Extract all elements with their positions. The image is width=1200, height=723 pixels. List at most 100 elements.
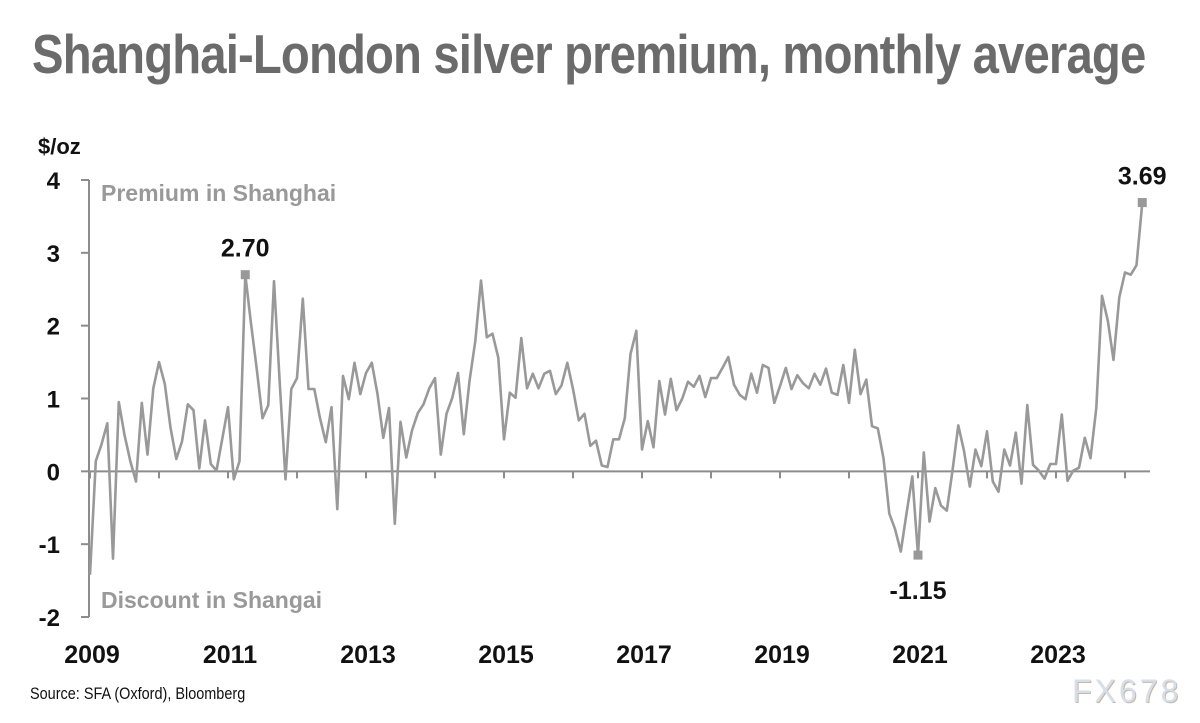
- data-point: [1089, 457, 1091, 459]
- data-point: [785, 367, 787, 369]
- data-point: [261, 417, 263, 419]
- data-point: [1130, 273, 1132, 275]
- data-point: [595, 440, 597, 442]
- data-point: [790, 388, 792, 390]
- data-point: [146, 453, 148, 455]
- data-point: [503, 438, 505, 440]
- data-point: [997, 491, 999, 493]
- data-point: [756, 391, 758, 393]
- data-point: [1072, 469, 1074, 471]
- data-point: [739, 394, 741, 396]
- data-point: [221, 437, 223, 439]
- data-point: [302, 298, 304, 300]
- data-point: [549, 370, 551, 372]
- data-point: [296, 377, 298, 379]
- data-point: [215, 469, 217, 471]
- data-point: [612, 438, 614, 440]
- data-point: [974, 448, 976, 450]
- data-point: [825, 367, 827, 369]
- data-point: [434, 377, 436, 379]
- data-point: [1009, 464, 1011, 466]
- data-point: [532, 373, 534, 375]
- data-point: [928, 520, 930, 522]
- data-point: [767, 367, 769, 369]
- data-point: [951, 469, 953, 471]
- data-point: [175, 458, 177, 460]
- data-point: [445, 413, 447, 415]
- data-point: [589, 445, 591, 447]
- data-point: [727, 356, 729, 358]
- data-point: [980, 465, 982, 467]
- data-point: [992, 480, 994, 482]
- data-point: [451, 397, 453, 399]
- data-point: [486, 336, 488, 338]
- data-point: [169, 426, 171, 428]
- data-point: [1107, 319, 1109, 321]
- data-point: [1084, 437, 1086, 439]
- y-tick-label: -1: [39, 532, 60, 559]
- data-point: [1038, 469, 1040, 471]
- data-point: [877, 427, 879, 429]
- chart-title: Shanghai-London silver premium, monthly …: [32, 23, 1146, 85]
- data-point: [388, 407, 390, 409]
- data-point: [1118, 296, 1120, 298]
- series-line: [88, 202, 1144, 575]
- y-tick-label: 4: [47, 168, 61, 195]
- data-point: [1026, 404, 1028, 406]
- data-point: [273, 280, 275, 282]
- data-point: [566, 362, 568, 364]
- watermark: FX678: [1072, 673, 1182, 709]
- data-point: [474, 340, 476, 342]
- data-point: [365, 372, 367, 374]
- data-point: [233, 478, 235, 480]
- data-point: [934, 487, 936, 489]
- data-point: [698, 375, 700, 377]
- data-point: [382, 437, 384, 439]
- data-point: [514, 397, 516, 399]
- data-point: [894, 528, 896, 530]
- data-point: [675, 409, 677, 411]
- data-point: [1003, 448, 1005, 450]
- data-point: [560, 384, 562, 386]
- data-point: [250, 322, 252, 324]
- data-point: [405, 456, 407, 458]
- data-point: [537, 387, 539, 389]
- data-point: [854, 349, 856, 351]
- data-point: [210, 463, 212, 465]
- data-point: [422, 403, 424, 405]
- data-point: [267, 404, 269, 406]
- x-tick-label: 2013: [340, 641, 396, 669]
- data-point: [284, 478, 286, 480]
- data-point: [89, 574, 91, 576]
- data-point: [1135, 264, 1137, 266]
- data-point: [417, 412, 419, 414]
- discount-region-label: Discount in Shangai: [101, 587, 322, 613]
- data-point: [986, 430, 988, 432]
- data-point: [796, 374, 798, 376]
- data-point: [325, 441, 327, 443]
- data-point: [779, 385, 781, 387]
- data-point: [330, 406, 332, 408]
- data-point: [1124, 271, 1126, 273]
- data-point: [187, 403, 189, 405]
- data-point: [543, 373, 545, 375]
- y-tick-label: 2: [47, 314, 60, 341]
- data-point: [135, 480, 137, 482]
- x-tick-label: 2017: [616, 641, 672, 669]
- x-tick-label: 2023: [1030, 641, 1086, 669]
- data-point: [440, 453, 442, 455]
- data-point: [871, 425, 873, 427]
- data-point: [957, 424, 959, 426]
- data-point: [963, 450, 965, 452]
- data-point: [359, 393, 361, 395]
- data-point: [491, 332, 493, 334]
- data-point: [279, 383, 281, 385]
- x-tick-label: 2015: [478, 641, 534, 669]
- data-point: [100, 443, 102, 445]
- data-point: [900, 550, 902, 552]
- data-point: [457, 372, 459, 374]
- x-tick-label: 2021: [892, 641, 948, 669]
- data-point: [923, 451, 925, 453]
- data-point: [1043, 477, 1045, 479]
